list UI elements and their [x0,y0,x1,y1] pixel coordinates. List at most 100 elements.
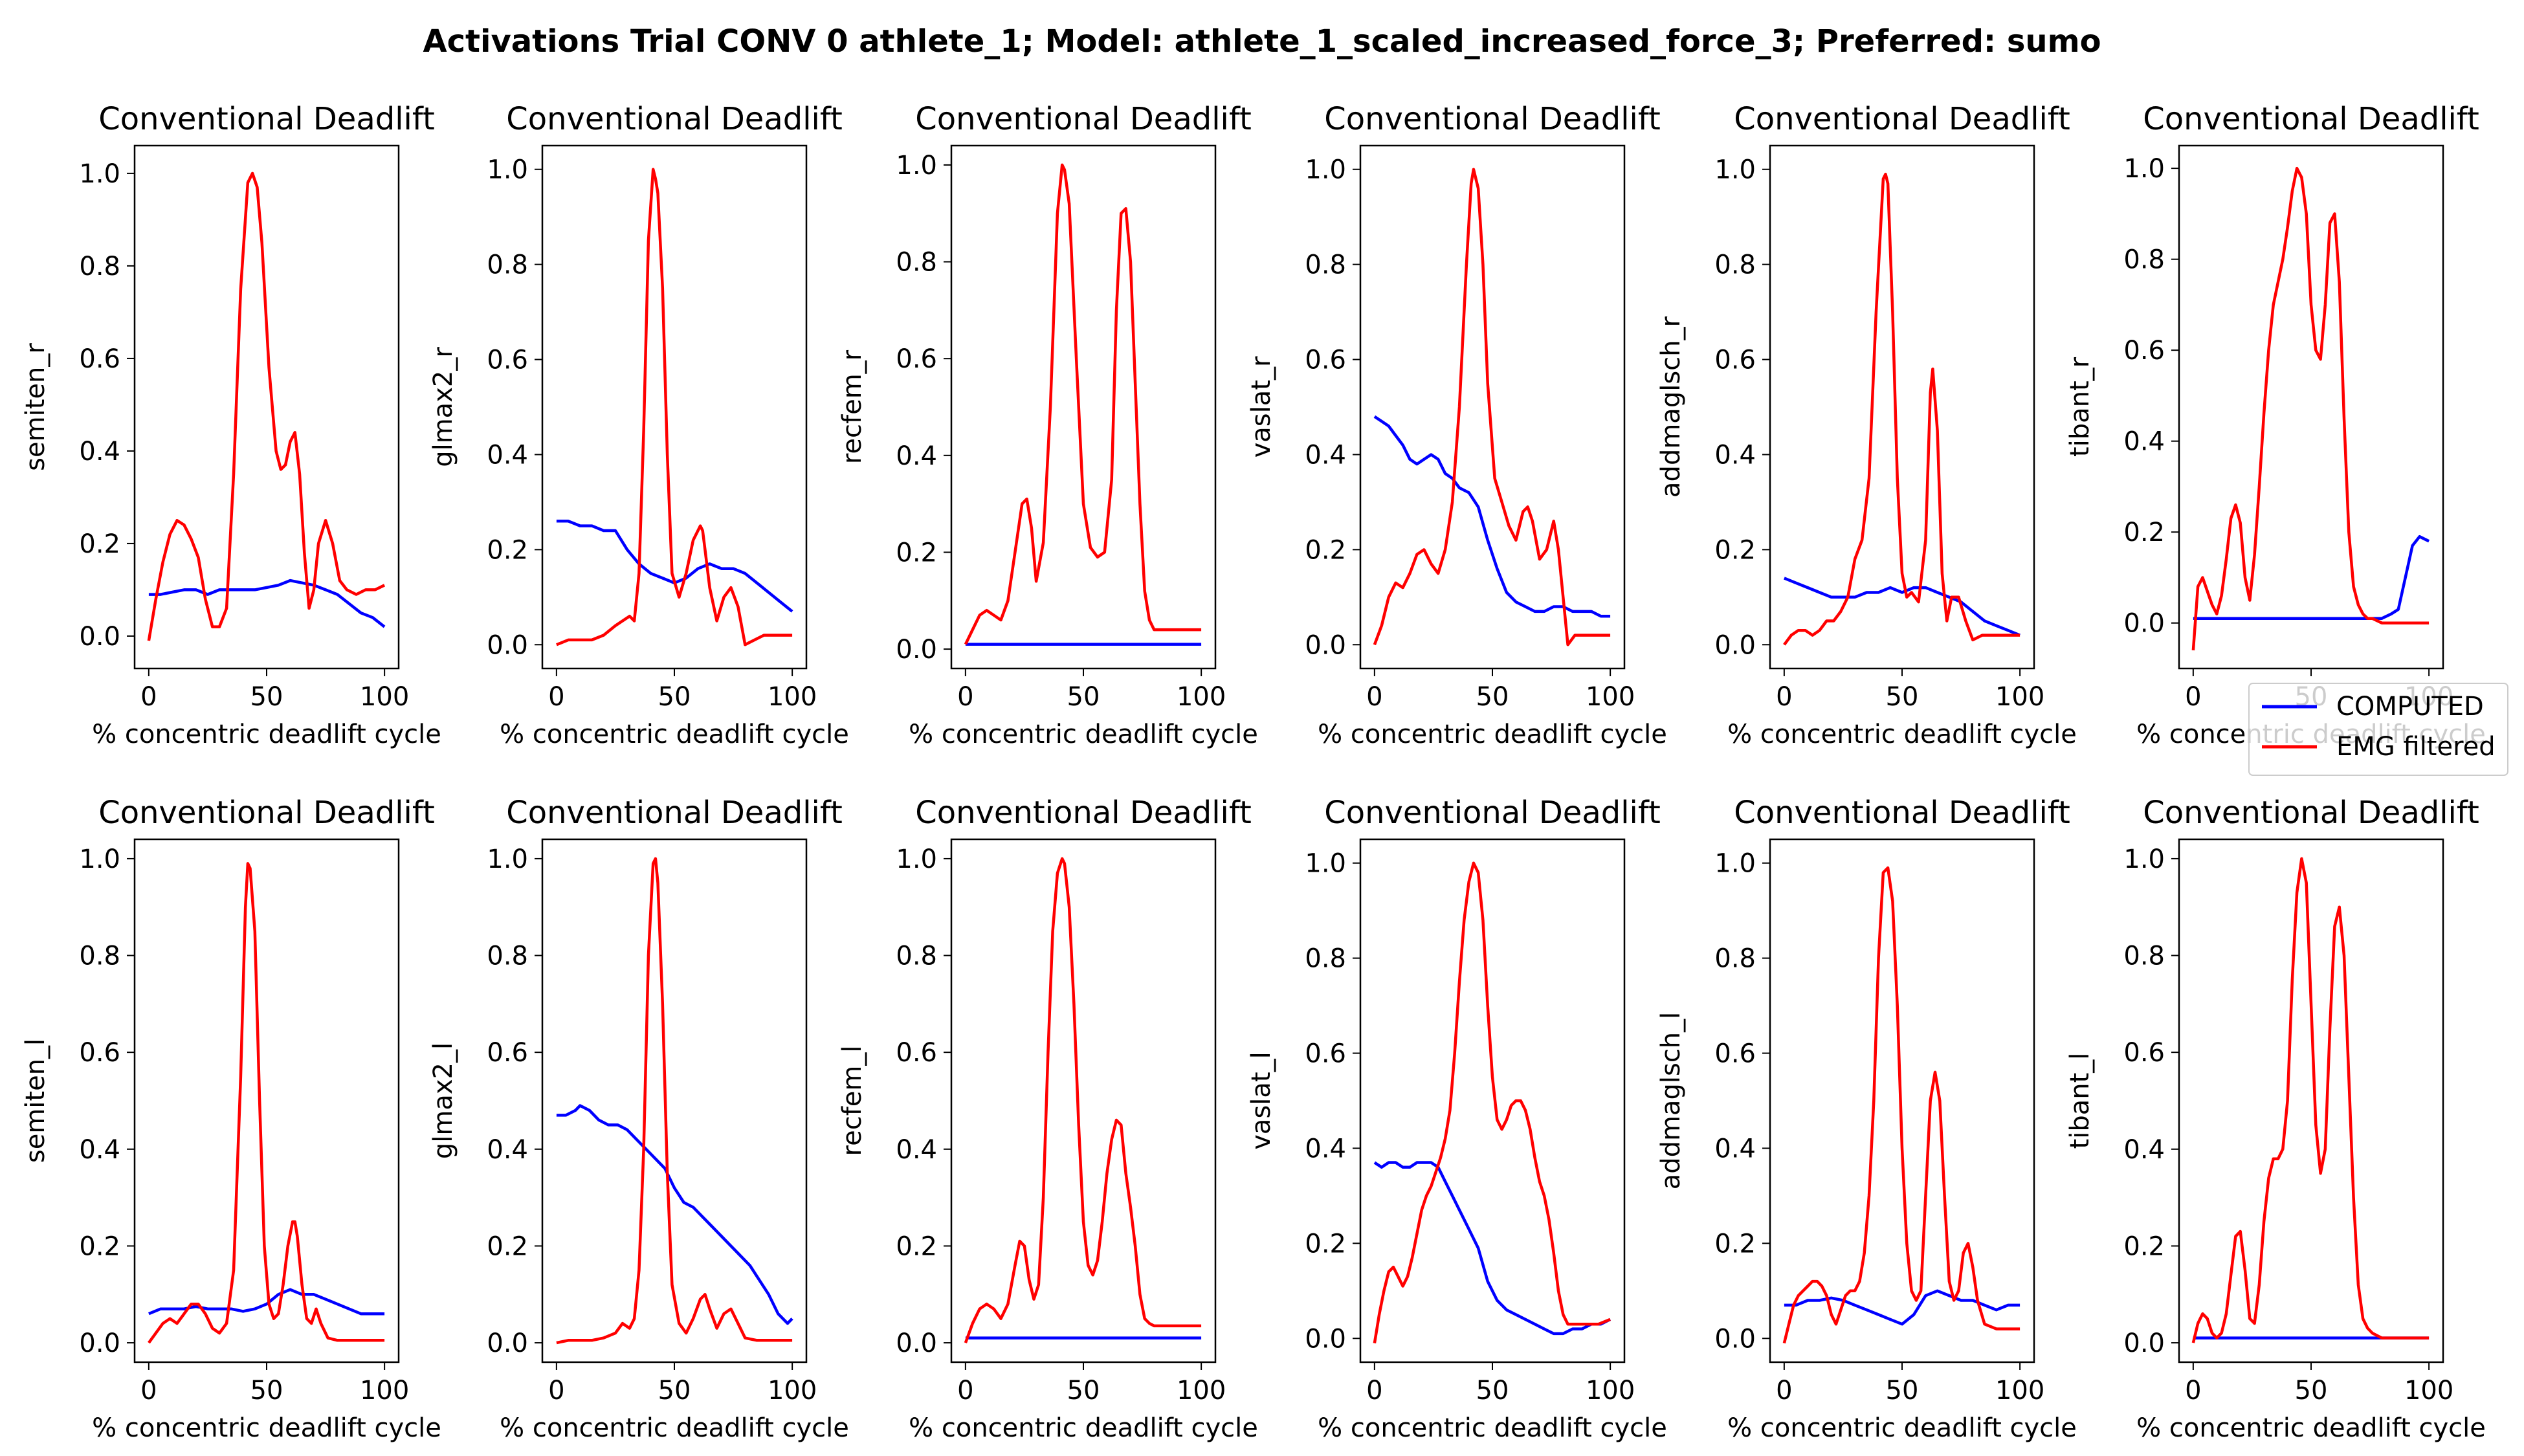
x-tick-label: 50 [1067,682,1100,712]
x-axis-label: % concentric deadlift cycle [500,1413,849,1443]
subplot-semiten_l: Conventional Deadlift 0 50 100 0.0 0.2 0.4 0.6 0… [21,795,441,1443]
y-tick-label: 1.0 [1714,849,1756,879]
figure-suptitle: Activations Trial CONV 0 athlete_1; Mode… [423,23,2101,60]
y-axis-label: vaslat_l [1246,1052,1276,1149]
subplot-title: Conventional Deadlift [506,795,843,831]
series-line-emg-filtered [556,857,793,1345]
y-tick-label: 1.0 [79,159,120,189]
x-tick-label: 0 [1366,1376,1382,1406]
subplot-title: Conventional Deadlift [1324,795,1661,831]
subplot-title: Conventional Deadlift [2143,101,2479,137]
y-tick-label: 0.4 [1714,440,1756,470]
y-tick-label: 0.4 [2123,1135,2165,1165]
y-tick-label: 0.0 [79,1329,120,1358]
series-line-emg-filtered [2191,166,2430,651]
y-tick-label: 0.0 [896,1329,937,1358]
x-tick-label: 0 [140,1376,157,1406]
subplot-recfem_r: Conventional Deadlift 0 50 100 0.0 0.2 0.4 0.6 0… [837,101,1258,749]
series-line-emg-filtered [1373,861,1611,1343]
x-tick-label: 0 [2185,1376,2201,1406]
y-tick-label: 0.6 [2123,1038,2165,1068]
x-tick-label: 0 [957,1376,973,1406]
series-line-computed [1784,1289,2020,1326]
series-line-computed [1373,1161,1611,1336]
y-axis-label: recfem_l [837,1046,867,1156]
y-tick-label: 0.6 [79,344,120,374]
y-tick-label: 0.0 [2123,609,2165,639]
series-line-emg-filtered [148,862,385,1344]
y-tick-label: 0.8 [896,942,937,971]
y-tick-label: 0.6 [1305,1039,1346,1069]
y-tick-label: 0.6 [1305,346,1346,375]
y-tick-label: 0.0 [79,622,120,652]
y-axis-label: tibant_l [2065,1053,2095,1149]
x-tick-label: 50 [1476,1376,1509,1406]
x-tick-label: 100 [360,1376,409,1406]
series-line-computed [556,1104,793,1325]
x-axis-label: % concentric deadlift cycle [92,720,441,749]
x-tick-label: 0 [140,682,157,712]
subplot-title: Conventional Deadlift [98,101,435,137]
subplot-addmaglsch_r: Conventional Deadlift 0 50 100 0.0 0.2 0.4 0.6 0… [1656,101,2077,749]
x-axis-label: % concentric deadlift cycle [1318,1413,1667,1443]
y-axis-label: addmaglsch_r [1656,316,1686,497]
series-line-computed [2193,535,2430,620]
y-tick-label: 1.0 [896,151,937,181]
subplot-grid: Conventional Deadlift 0 50 100 0.0 0.2 0.4 0.6 0… [21,101,2486,1443]
y-tick-label: 0.8 [1714,250,1756,280]
y-tick-label: 0.2 [1305,1229,1346,1259]
y-tick-label: 0.2 [2123,518,2165,547]
y-tick-label: 0.8 [487,250,528,280]
x-tick-label: 100 [1177,1376,1226,1406]
x-tick-label: 0 [548,682,564,712]
y-tick-label: 0.8 [1305,250,1346,280]
series-line-emg-filtered [964,857,1202,1343]
series-line-emg-filtered [147,171,386,641]
y-tick-label: 0.4 [896,1135,937,1165]
y-tick-label: 0.6 [79,1038,120,1068]
y-tick-label: 1.0 [487,155,528,185]
y-tick-label: 0.2 [487,1231,528,1261]
x-axis-label: % concentric deadlift cycle [92,1413,441,1443]
legend-label-emg: EMG filtered [2336,732,2496,762]
series-line-computed [148,579,386,628]
y-tick-label: 0.6 [487,346,528,375]
y-tick-label: 0.2 [896,1231,937,1261]
subplot-title: Conventional Deadlift [2143,795,2479,831]
y-tick-label: 0.8 [2123,942,2165,971]
x-tick-label: 50 [658,1376,691,1406]
y-axis-label: semiten_r [21,343,50,471]
y-tick-label: 1.0 [1305,849,1346,879]
y-tick-label: 0.0 [487,1329,528,1358]
series-line-computed [1373,415,1611,618]
y-tick-label: 1.0 [1305,155,1346,185]
x-tick-label: 100 [768,682,817,712]
x-tick-label: 0 [1366,682,1382,712]
x-tick-label: 100 [1586,1376,1635,1406]
y-tick-label: 0.2 [1305,535,1346,565]
y-tick-label: 0.2 [487,535,528,565]
y-tick-label: 0.4 [1714,1134,1756,1164]
series-line-emg-filtered [2191,857,2430,1343]
subplot-recfem_l: Conventional Deadlift 0 50 100 0.0 0.2 0.4 0.6 0… [837,795,1258,1443]
x-tick-label: 100 [1995,1376,2044,1406]
y-tick-label: 0.6 [2123,336,2165,366]
series-line-computed [1784,577,2020,637]
subplot-title: Conventional Deadlift [1324,101,1661,137]
x-tick-label: 0 [2185,682,2201,712]
x-tick-label: 100 [1177,682,1226,712]
x-tick-label: 0 [1776,1376,1792,1406]
x-tick-label: 50 [658,682,691,712]
y-tick-label: 0.6 [1714,346,1756,375]
y-tick-label: 0.8 [79,942,120,971]
y-tick-label: 0.4 [1305,1134,1346,1164]
subplot-title: Conventional Deadlift [98,795,435,831]
x-tick-label: 50 [250,682,283,712]
y-tick-label: 0.2 [896,538,937,568]
y-axis-label: vaslat_r [1246,356,1276,458]
y-tick-label: 0.4 [2123,427,2165,457]
y-tick-label: 0.4 [79,1135,120,1165]
y-tick-label: 0.2 [1714,535,1756,565]
y-tick-label: 0.2 [79,1231,120,1261]
